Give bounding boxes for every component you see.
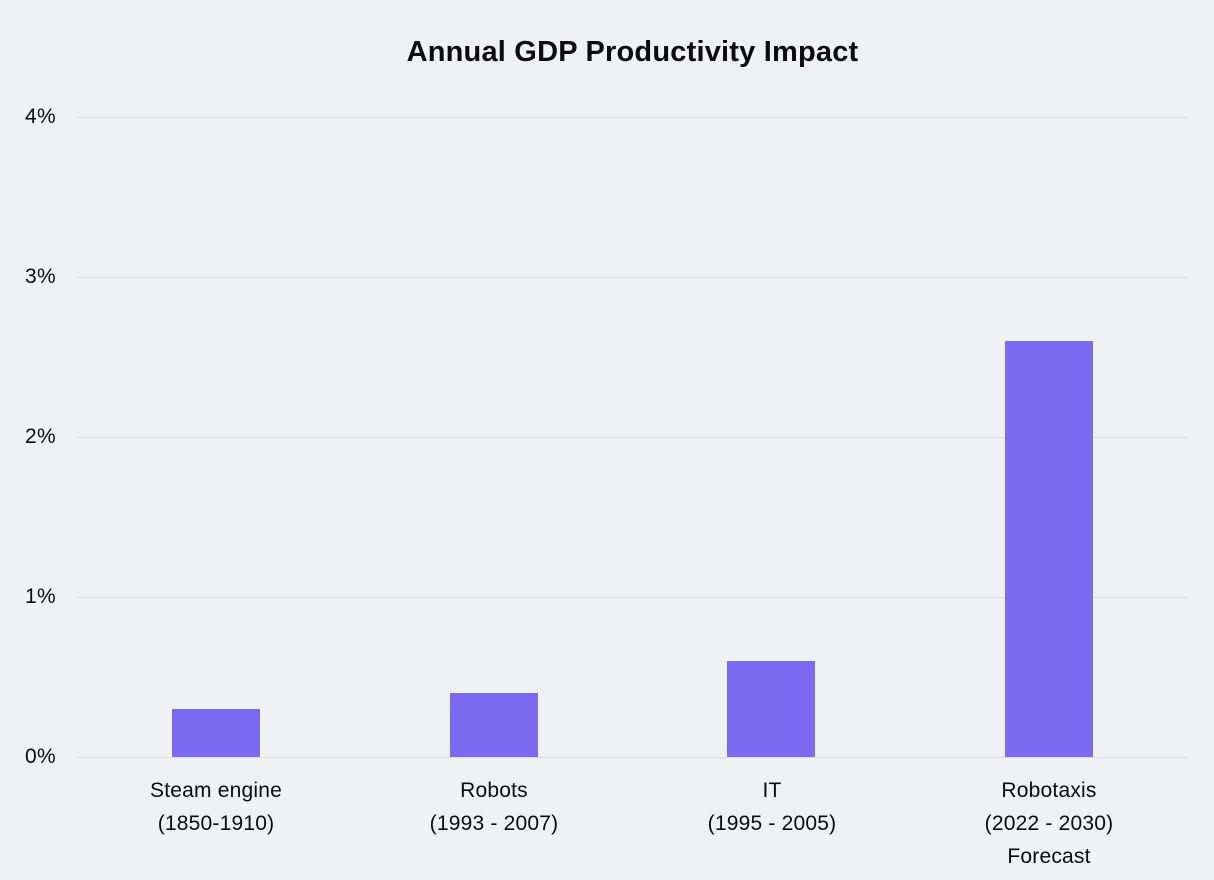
category-label-line: Steam engine bbox=[150, 779, 282, 802]
category-label-line: (2022 - 2030) bbox=[984, 812, 1114, 835]
plot-area bbox=[77, 117, 1188, 758]
y-tick-label-2: 2% bbox=[25, 425, 56, 448]
category-label-robots: Robots (1993 - 2007) bbox=[355, 774, 633, 840]
chart-title: Annual GDP Productivity Impact bbox=[406, 36, 859, 68]
category-label-line: IT bbox=[762, 779, 782, 802]
y-tick-label-3: 3% bbox=[25, 265, 56, 288]
gridline-4 bbox=[77, 117, 1188, 118]
category-label-line: Robotaxis bbox=[1001, 779, 1097, 802]
category-label-it: IT (1995 - 2005) bbox=[633, 774, 911, 840]
gridline-0 bbox=[77, 757, 1188, 758]
gridline-1 bbox=[77, 597, 1188, 598]
category-label-line: (1850-1910) bbox=[157, 812, 275, 835]
bar-it bbox=[727, 661, 815, 757]
category-label-line: Robots bbox=[460, 779, 528, 802]
y-tick-label-4: 4% bbox=[25, 105, 56, 128]
category-label-line: (1993 - 2007) bbox=[429, 812, 559, 835]
bar-steam-engine bbox=[172, 709, 260, 757]
y-tick-label-1: 1% bbox=[25, 585, 56, 608]
category-label-line: Forecast bbox=[1007, 845, 1091, 868]
bar-robotaxis bbox=[1005, 341, 1093, 757]
gridline-3 bbox=[77, 277, 1188, 278]
category-label-steam-engine: Steam engine (1850-1910) bbox=[77, 774, 355, 840]
category-label-robotaxis: Robotaxis (2022 - 2030) Forecast bbox=[910, 774, 1188, 873]
y-tick-label-0: 0% bbox=[25, 745, 56, 768]
bar-robots bbox=[450, 693, 538, 757]
gridline-2 bbox=[77, 437, 1188, 438]
category-label-line: (1995 - 2005) bbox=[707, 812, 837, 835]
